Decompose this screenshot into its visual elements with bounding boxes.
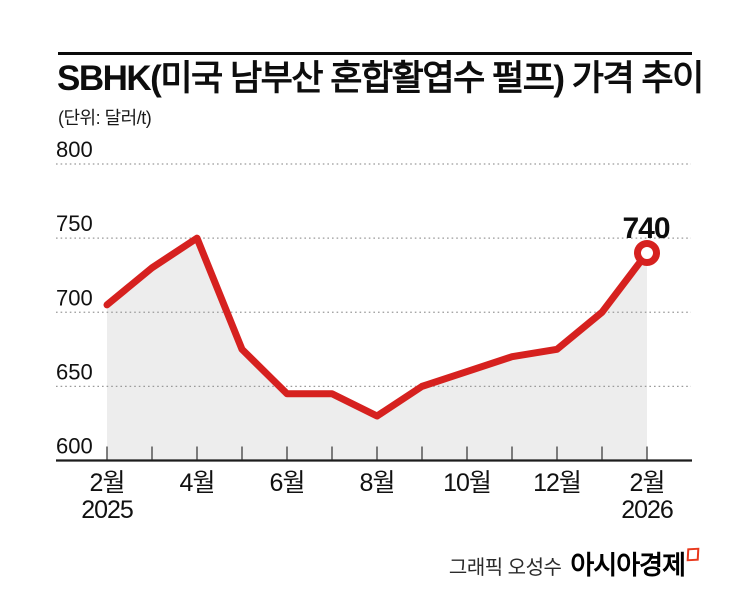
x-axis-label: 6월 — [270, 469, 305, 497]
last-point-marker — [634, 239, 660, 266]
y-axis-label-800: 800 — [56, 137, 93, 162]
x-axis-label: 10월 — [443, 469, 491, 497]
last-value-label: 740 — [622, 212, 669, 245]
x-axis-label: 2월 — [630, 469, 665, 497]
unit-label: (단위: 달러/t) — [58, 108, 152, 128]
chart-title: SBHK(미국 남부산 혼합활엽수 펄프) 가격 추이 — [57, 59, 704, 98]
y-axis-label-650: 650 — [56, 359, 93, 384]
top-rule — [58, 52, 692, 55]
graphic-credit-text: 그래픽 오성수 — [448, 557, 562, 579]
credit-line: 그래픽 오성수 아시아경제 — [448, 545, 700, 582]
x-axis-year-label: 2025 — [81, 496, 133, 524]
y-axis-label-700: 700 — [56, 285, 93, 310]
y-axis-label-600: 600 — [56, 434, 93, 459]
x-axis-label: 12월 — [533, 469, 581, 497]
area-fill — [107, 238, 647, 461]
x-axis-label: 2월 — [90, 469, 125, 497]
x-axis-year-label: 2026 — [621, 496, 673, 524]
x-axis-label: 8월 — [360, 469, 395, 497]
y-axis-label-750: 750 — [56, 211, 93, 236]
brand-logo-mark-icon — [686, 547, 700, 562]
price-line — [103, 234, 651, 420]
brand-logo-text: 아시아경제 — [570, 550, 686, 580]
brand-wrap: 아시아경제 — [570, 545, 700, 582]
x-axis-label: 4월 — [180, 469, 215, 497]
